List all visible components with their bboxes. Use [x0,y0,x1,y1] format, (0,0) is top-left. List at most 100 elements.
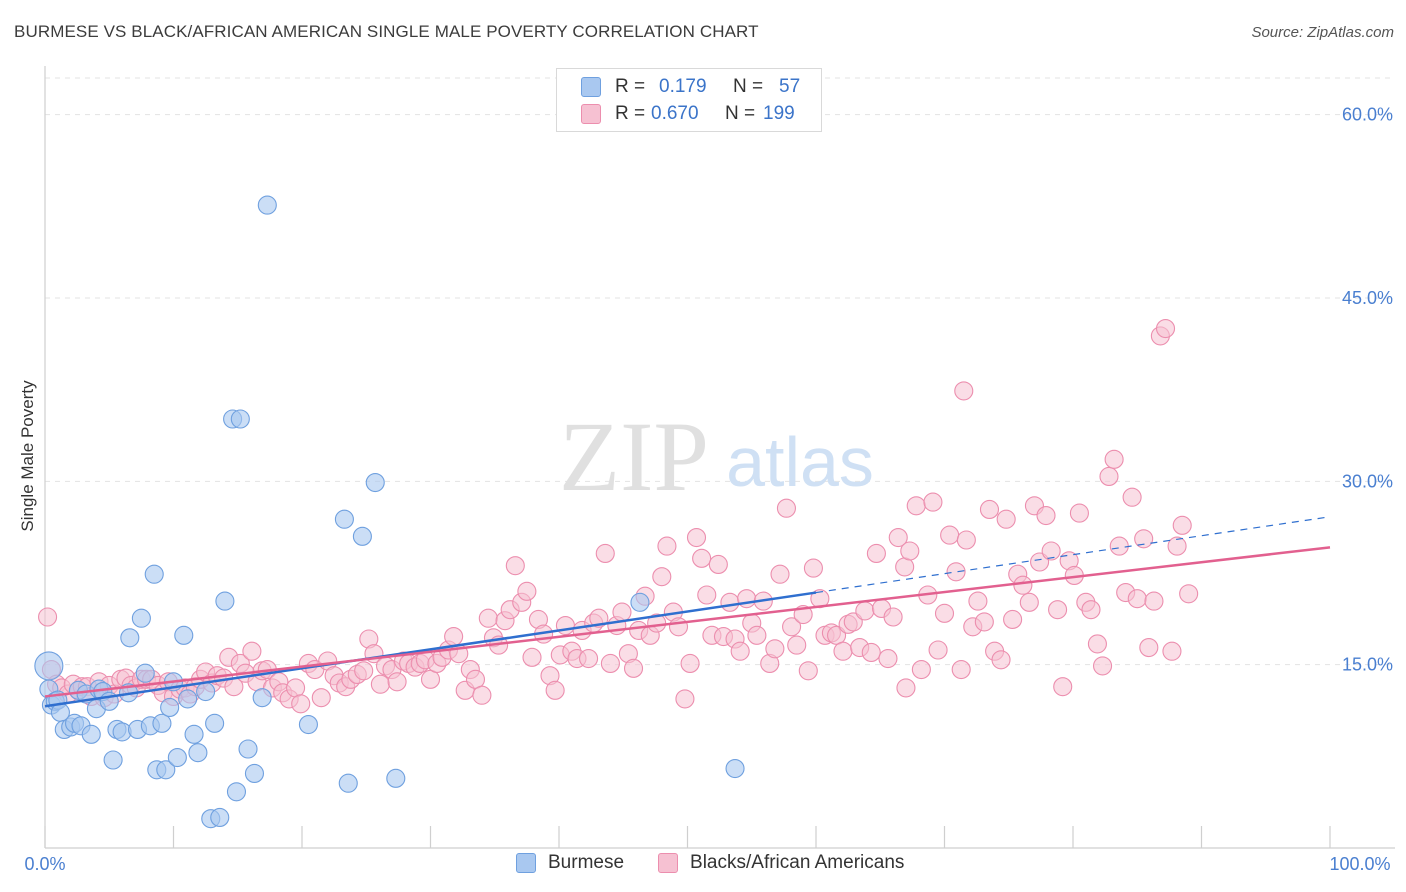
data-point-black [600,653,620,673]
data-point-burmese [196,682,216,702]
watermark-zip: ZIP [559,401,709,512]
chart-title: BURMESE VS BLACK/AFRICAN AMERICAN SINGLE… [14,22,759,41]
data-point-black [991,650,1011,670]
data-point-black [883,607,903,627]
data-point-burmese [156,760,176,780]
legend-n-value: 57 [779,76,801,97]
data-point-black [996,509,1016,529]
data-point-black [1139,638,1159,658]
data-point-black [420,669,441,689]
data-point-burmese [188,743,208,763]
data-point-black [934,603,955,623]
legend-r-label: R = [615,76,646,97]
data-point-burmese [365,473,385,493]
data-point-black [1134,529,1154,549]
data-point-burmese [230,409,250,429]
data-point-black [555,616,575,636]
data-point-burmese [215,591,235,611]
data-point-burmese [334,509,354,529]
y-tick-label: 30.0% [1342,471,1393,491]
data-point-black [1127,589,1147,609]
data-point-black [1087,634,1107,654]
y-tick-label: 45.0% [1342,288,1393,308]
data-point-black [1069,503,1089,523]
data-point-burmese [81,724,101,744]
data-point-black [968,591,988,611]
data-point-burmese [135,663,155,683]
data-point-black [647,613,667,633]
legend-item-black: Blacks/African Americans [658,852,904,874]
data-point-black [1109,536,1129,556]
data-point-black [1030,552,1050,572]
data-point-black [38,607,58,627]
data-point-black [906,496,926,516]
data-point-black [888,528,908,548]
data-point-black [657,536,677,556]
trend-line-burmese [44,591,817,708]
data-point-burmese [630,592,650,612]
data-point-black [776,498,796,518]
data-point-black [770,564,790,584]
data-point-burmese [120,628,140,648]
tick-labels: 15.0% 30.0% 45.0% 60.0% 0.0% 100.0% [24,105,1393,874]
data-point-black [855,601,875,621]
data-point-black [843,612,863,632]
data-point-burmese [352,526,372,546]
data-point-black [1122,487,1142,507]
data-point-black [923,492,943,512]
data-point-black [517,581,537,601]
data-point-black [1172,515,1192,535]
data-point-burmese [298,715,318,735]
legend-swatch-black [658,853,679,873]
data-point-black [974,612,994,632]
data-point-burmese [144,564,164,584]
data-point-black [940,525,960,545]
data-point-burmese [226,782,247,802]
data-point-black [465,669,486,689]
data-point-black [1081,600,1101,620]
data-point-black [387,672,407,692]
data-point-black [833,641,853,661]
data-point-black [747,625,767,645]
legend-n-value: 199 [763,103,795,124]
data-point-black [612,602,632,622]
legend-r-value: 0.670 [651,103,699,124]
data-point-black [1036,506,1056,526]
stats-legend: R = 0.179 N = 57 R = 0.670 N = 199 [556,68,822,132]
data-point-black [1048,600,1068,620]
data-point-burmese [205,713,225,733]
data-point-black [708,554,728,574]
data-point-black [1019,592,1039,612]
data-point-black [1162,641,1182,661]
series-legend: Burmese Blacks/African Americans [516,852,938,874]
data-point-black [444,627,464,647]
data-point-black [787,635,807,655]
data-point-burmese [257,195,277,215]
data-point-black [354,661,374,681]
data-point-black [291,694,311,714]
legend-row-black: R = 0.670 N = 199 [581,102,795,126]
data-point-black [946,562,966,582]
chart-source: Source: ZipAtlas.com [1251,24,1394,41]
data-point-black [896,678,916,698]
watermark: ZIP atlas [559,401,874,512]
data-point-black [895,557,915,577]
data-point-black [956,530,976,550]
data-point-black [472,685,492,705]
data-point-black [1179,584,1199,604]
data-point-black [1013,575,1033,595]
data-point-black [579,649,599,669]
data-point-black [652,567,672,587]
data-point-black [1099,466,1119,486]
data-point-black [911,660,931,680]
legend-r-label: R = [615,103,646,124]
legend-item-burmese: Burmese [516,852,624,874]
data-point-burmese [725,759,745,779]
data-point-black [1053,677,1073,697]
trend-line-black [44,546,1331,698]
data-point-black [545,680,565,700]
data-point-black [720,592,740,612]
data-point-burmese [131,608,151,628]
data-point-burmese [167,748,187,768]
data-point-burmese [252,688,272,708]
